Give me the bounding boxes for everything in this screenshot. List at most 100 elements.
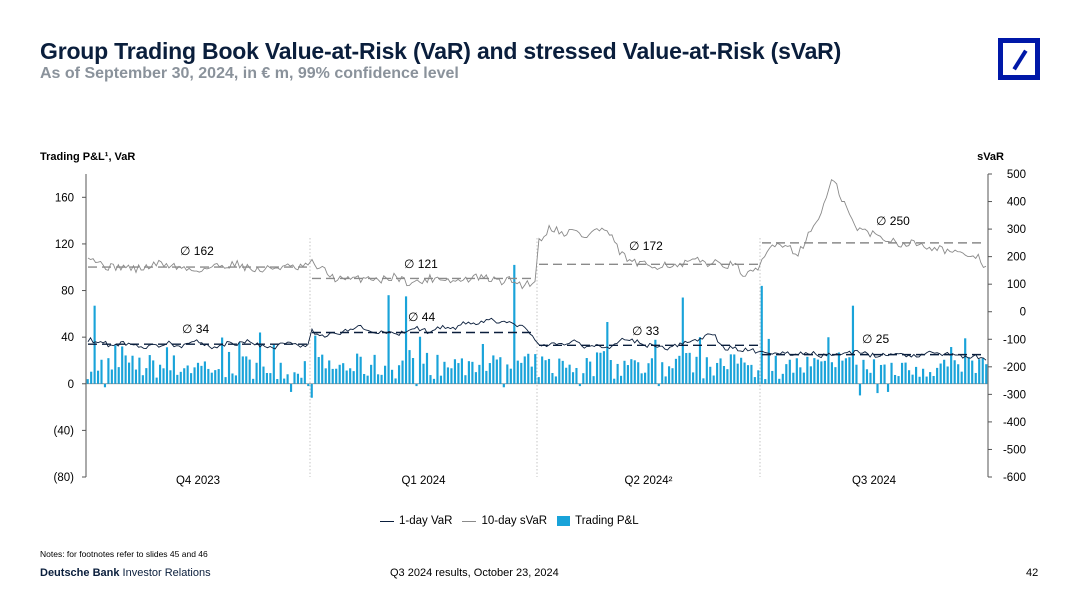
- pnl-bar: [865, 369, 869, 384]
- pnl-bar: [795, 358, 798, 384]
- pnl-bar: [530, 366, 533, 384]
- pnl-bar: [544, 360, 547, 384]
- pnl-bar: [141, 375, 144, 384]
- pnl-bar: [523, 356, 526, 384]
- pnl-bar: [520, 362, 523, 384]
- pnl-bar: [296, 373, 300, 384]
- pnl-bar: [238, 342, 241, 384]
- pnl-bar: [719, 358, 722, 384]
- var-svar-chart: Trading P&L¹, VaR sVaR16012080400(40)(80)…: [40, 151, 1026, 487]
- pnl-bar: [534, 354, 537, 384]
- pnl-bar: [269, 373, 272, 384]
- quarter-label: Q2 2024²: [625, 475, 673, 487]
- legend-svar-swatch: [462, 520, 477, 522]
- pnl-bar: [390, 369, 394, 384]
- pnl-bar: [788, 359, 791, 384]
- pnl-bar: [654, 339, 657, 384]
- pnl-bar: [331, 368, 334, 384]
- pnl-bar: [439, 375, 443, 384]
- pnl-bar: [460, 358, 463, 384]
- pnl-bar: [359, 356, 362, 384]
- pnl-bar: [862, 359, 865, 384]
- pnl-bar: [589, 361, 592, 384]
- pnl-bar: [516, 360, 519, 384]
- pnl-bar: [272, 344, 275, 384]
- legend-var-swatch: [380, 520, 394, 522]
- pnl-bar: [436, 354, 439, 384]
- pnl-bar: [764, 379, 767, 384]
- pnl-bar: [565, 367, 568, 384]
- pnl-bar: [733, 354, 736, 384]
- var-average-label: ∅ 33: [632, 324, 659, 338]
- pnl-bar: [688, 352, 691, 384]
- var-average-label: ∅ 44: [408, 310, 435, 324]
- quarter-label: Q4 2023: [176, 475, 220, 487]
- pnl-bar: [210, 372, 213, 384]
- svar-average-label: ∅ 121: [404, 257, 438, 271]
- pnl-bar: [338, 364, 341, 384]
- pnl-bar: [816, 359, 819, 384]
- pnl-bar: [252, 378, 255, 384]
- pnl-bar: [936, 367, 939, 384]
- pnl-bar: [640, 373, 643, 384]
- pnl-bar: [950, 347, 953, 384]
- pnl-bar: [159, 364, 162, 384]
- pnl-bar: [582, 373, 585, 384]
- pnl-bar: [932, 375, 935, 384]
- pnl-bar: [134, 369, 138, 384]
- right-tick-label: -200: [1003, 362, 1026, 374]
- pnl-bar: [349, 368, 352, 384]
- pnl-bar: [626, 365, 629, 384]
- pnl-bar: [602, 351, 605, 384]
- pnl-bar: [606, 322, 609, 384]
- pnl-bar: [258, 332, 262, 384]
- right-tick-label: -100: [1003, 334, 1026, 346]
- pnl-bar: [145, 368, 148, 384]
- pnl-bar: [883, 364, 886, 384]
- pnl-bar: [616, 363, 619, 384]
- pnl-bar: [785, 364, 788, 384]
- pnl-bar: [227, 351, 231, 384]
- pnl-bar: [429, 375, 432, 384]
- right-axis-label: sVaR: [977, 151, 1004, 163]
- pnl-bar: [900, 362, 904, 384]
- pnl-bar: [131, 355, 134, 384]
- pnl-bar: [190, 373, 193, 384]
- left-tick-label: 120: [55, 239, 74, 251]
- pnl-bar: [685, 353, 688, 384]
- legend-svar-label: 10-day sVaR: [481, 515, 548, 527]
- pnl-bar: [471, 361, 474, 384]
- pnl-bar: [425, 352, 429, 384]
- pnl-bar: [767, 338, 770, 384]
- pnl-bar: [820, 361, 823, 384]
- pnl-bar: [681, 297, 684, 384]
- footer-report-date: Q3 2024 results, October 23, 2024: [390, 567, 559, 579]
- pnl-bar: [138, 357, 141, 384]
- pnl-bar: [757, 370, 760, 384]
- pnl-bar: [953, 360, 956, 384]
- pnl-bar: [203, 361, 206, 384]
- pnl-bar: [619, 375, 623, 384]
- pnl-bar: [100, 359, 103, 384]
- pnl-bar: [922, 368, 925, 384]
- pnl-bar: [255, 362, 258, 384]
- pnl-bar: [630, 359, 633, 384]
- logo-slash-icon: [1012, 49, 1028, 71]
- pnl-bar: [743, 362, 746, 384]
- pnl-bar: [373, 354, 376, 384]
- pnl-bar: [408, 350, 411, 384]
- pnl-bar: [207, 368, 210, 384]
- pnl-bar: [813, 358, 816, 384]
- pnl-bar: [827, 337, 830, 384]
- quarter-label: Q1 2024: [401, 475, 446, 487]
- pnl-bar: [674, 358, 678, 384]
- pnl-bar: [196, 362, 200, 384]
- pnl-bar: [478, 364, 481, 384]
- pnl-bar: [370, 364, 373, 384]
- pnl-bar: [809, 366, 812, 384]
- pnl-bar: [911, 374, 914, 384]
- pnl-bar: [293, 372, 296, 384]
- page-title: Group Trading Book Value-at-Risk (VaR) a…: [40, 38, 842, 64]
- right-tick-label: 100: [1007, 279, 1026, 291]
- pnl-bar: [450, 368, 453, 384]
